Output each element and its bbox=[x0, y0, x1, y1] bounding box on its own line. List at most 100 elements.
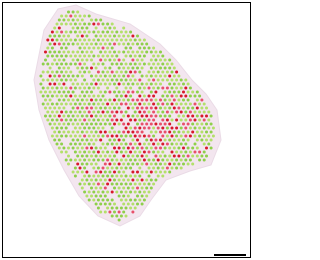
spot bbox=[127, 163, 130, 166]
spot bbox=[171, 103, 174, 106]
spot bbox=[200, 155, 203, 158]
spot bbox=[85, 115, 88, 118]
spot bbox=[196, 155, 199, 158]
spot bbox=[125, 39, 128, 42]
spot bbox=[60, 23, 63, 26]
spot bbox=[173, 91, 176, 94]
spot bbox=[81, 51, 84, 54]
spot bbox=[141, 171, 144, 174]
spot bbox=[210, 115, 213, 118]
spot bbox=[113, 139, 116, 142]
spot bbox=[166, 159, 169, 162]
spot bbox=[49, 107, 52, 110]
spot bbox=[83, 159, 86, 162]
spot bbox=[81, 139, 84, 142]
spot bbox=[104, 83, 107, 86]
spot bbox=[136, 51, 139, 54]
spot bbox=[83, 167, 86, 170]
spot bbox=[53, 27, 56, 30]
spot bbox=[141, 83, 144, 86]
spot bbox=[113, 155, 116, 158]
spot bbox=[90, 163, 93, 166]
spot bbox=[143, 55, 146, 58]
spot bbox=[76, 147, 79, 150]
spot bbox=[210, 131, 213, 134]
spot bbox=[79, 159, 82, 162]
spot bbox=[175, 79, 178, 82]
spot bbox=[90, 59, 93, 62]
spot bbox=[152, 103, 155, 106]
spot bbox=[58, 107, 61, 110]
spot bbox=[49, 99, 52, 102]
spot bbox=[154, 171, 157, 174]
spot bbox=[46, 95, 49, 98]
spot bbox=[177, 115, 180, 118]
spot bbox=[136, 59, 139, 62]
spot bbox=[83, 63, 86, 66]
spot bbox=[131, 75, 134, 78]
spot bbox=[145, 51, 148, 54]
spot bbox=[118, 139, 121, 142]
spot bbox=[99, 35, 102, 38]
spot bbox=[56, 39, 59, 42]
spot bbox=[90, 83, 93, 86]
spot bbox=[67, 163, 70, 166]
spot bbox=[108, 59, 111, 62]
spot bbox=[60, 15, 63, 18]
spot bbox=[99, 123, 102, 126]
spot bbox=[76, 43, 79, 46]
spot bbox=[97, 87, 100, 90]
spot bbox=[104, 75, 107, 78]
spot bbox=[95, 67, 98, 70]
spot bbox=[79, 183, 82, 186]
spot bbox=[108, 115, 111, 118]
spot bbox=[115, 79, 118, 82]
spot bbox=[118, 219, 121, 222]
spot bbox=[122, 115, 125, 118]
spot bbox=[127, 195, 130, 198]
spot bbox=[187, 123, 190, 126]
spot bbox=[81, 83, 84, 86]
spot bbox=[143, 63, 146, 66]
spot bbox=[138, 183, 141, 186]
spot bbox=[168, 107, 171, 110]
spot bbox=[42, 71, 45, 74]
spot bbox=[95, 179, 98, 182]
spot bbox=[92, 95, 95, 98]
spot bbox=[95, 203, 98, 206]
spot bbox=[127, 115, 130, 118]
spot bbox=[111, 79, 114, 82]
spot bbox=[175, 127, 178, 130]
spot bbox=[118, 35, 121, 38]
spot bbox=[58, 123, 61, 126]
spot bbox=[97, 127, 100, 130]
spot bbox=[129, 167, 132, 170]
spot bbox=[157, 127, 160, 130]
spot bbox=[196, 115, 199, 118]
spot bbox=[106, 191, 109, 194]
spot bbox=[129, 87, 132, 90]
spot bbox=[67, 147, 70, 150]
spot bbox=[83, 31, 86, 34]
spot bbox=[143, 111, 146, 114]
spot bbox=[120, 183, 123, 186]
spot bbox=[131, 59, 134, 62]
spot bbox=[106, 159, 109, 162]
spot bbox=[168, 131, 171, 134]
spot bbox=[129, 151, 132, 154]
spot bbox=[198, 111, 201, 114]
spot bbox=[104, 59, 107, 62]
spot bbox=[157, 143, 160, 146]
spot bbox=[72, 147, 75, 150]
spot bbox=[148, 119, 151, 122]
spot bbox=[187, 107, 190, 110]
spot bbox=[131, 211, 134, 214]
spot bbox=[97, 207, 100, 210]
spot bbox=[138, 167, 141, 170]
spot bbox=[49, 91, 52, 94]
spot bbox=[72, 139, 75, 142]
spot bbox=[106, 71, 109, 74]
spot bbox=[115, 167, 118, 170]
spot bbox=[129, 135, 132, 138]
spot bbox=[102, 23, 105, 26]
